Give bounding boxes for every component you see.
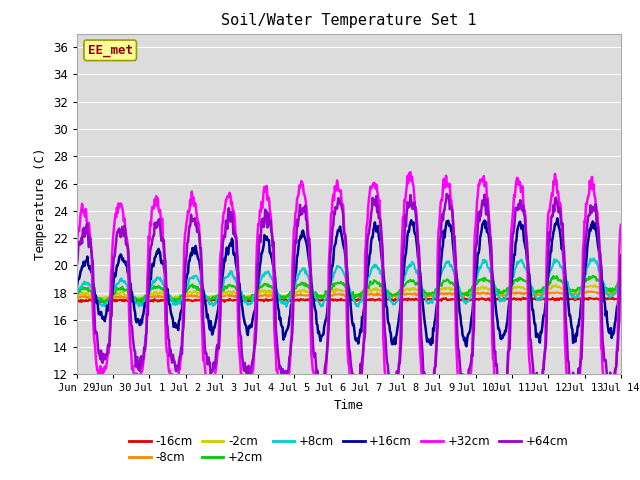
+8cm bbox=[617, 274, 625, 280]
-2cm bbox=[431, 288, 439, 294]
+2cm bbox=[416, 284, 424, 289]
+16cm bbox=[73, 285, 81, 291]
+2cm bbox=[140, 298, 147, 303]
+32cm bbox=[83, 218, 90, 224]
Legend: -16cm, -8cm, -2cm, +2cm, +8cm, +16cm, +32cm, +64cm: -16cm, -8cm, -2cm, +2cm, +8cm, +16cm, +3… bbox=[129, 435, 568, 464]
+64cm bbox=[139, 355, 147, 360]
-2cm bbox=[83, 291, 90, 297]
+8cm bbox=[223, 274, 230, 280]
+2cm bbox=[617, 280, 625, 286]
-16cm bbox=[83, 298, 90, 304]
-16cm bbox=[617, 296, 625, 301]
+64cm bbox=[194, 227, 202, 233]
-16cm bbox=[97, 300, 104, 305]
+64cm bbox=[431, 365, 438, 371]
+2cm bbox=[136, 301, 144, 307]
+32cm bbox=[406, 169, 414, 175]
Line: +8cm: +8cm bbox=[77, 258, 621, 307]
-16cm bbox=[416, 297, 424, 303]
+16cm bbox=[139, 313, 147, 319]
+8cm bbox=[139, 303, 147, 309]
Line: +2cm: +2cm bbox=[77, 276, 621, 304]
-8cm bbox=[140, 295, 147, 301]
-16cm bbox=[431, 297, 439, 302]
-2cm bbox=[140, 296, 147, 302]
-8cm bbox=[195, 294, 202, 300]
+16cm bbox=[554, 216, 561, 221]
Line: -16cm: -16cm bbox=[77, 298, 621, 302]
-8cm bbox=[416, 293, 424, 299]
-16cm bbox=[223, 298, 231, 303]
+16cm bbox=[194, 255, 202, 261]
+64cm bbox=[223, 220, 230, 226]
+32cm bbox=[223, 196, 230, 202]
-16cm bbox=[195, 298, 202, 303]
+64cm bbox=[443, 191, 451, 197]
+2cm bbox=[73, 292, 81, 298]
+32cm bbox=[422, 409, 430, 415]
+16cm bbox=[463, 344, 470, 349]
+8cm bbox=[73, 288, 81, 294]
+32cm bbox=[139, 365, 147, 371]
+16cm bbox=[431, 319, 438, 324]
-2cm bbox=[617, 284, 625, 290]
+16cm bbox=[415, 258, 422, 264]
Line: +32cm: +32cm bbox=[77, 172, 621, 412]
-2cm bbox=[195, 289, 202, 295]
+32cm bbox=[617, 222, 625, 228]
+16cm bbox=[83, 259, 90, 264]
Line: +64cm: +64cm bbox=[77, 194, 621, 396]
Line: -2cm: -2cm bbox=[77, 285, 621, 300]
+64cm bbox=[617, 252, 625, 258]
-2cm bbox=[416, 289, 424, 295]
+32cm bbox=[194, 219, 202, 225]
+16cm bbox=[223, 245, 230, 251]
+32cm bbox=[416, 337, 424, 343]
-8cm bbox=[431, 292, 439, 298]
-8cm bbox=[223, 292, 231, 298]
+2cm bbox=[195, 287, 202, 293]
-8cm bbox=[99, 297, 106, 303]
X-axis label: Time: Time bbox=[334, 399, 364, 412]
Y-axis label: Temperature (C): Temperature (C) bbox=[34, 148, 47, 260]
+8cm bbox=[83, 281, 90, 287]
+16cm bbox=[617, 272, 625, 278]
+64cm bbox=[463, 393, 471, 398]
-8cm bbox=[73, 294, 81, 300]
+64cm bbox=[415, 243, 422, 249]
-8cm bbox=[617, 290, 625, 296]
-16cm bbox=[140, 297, 147, 302]
+32cm bbox=[433, 345, 440, 351]
-16cm bbox=[73, 299, 81, 304]
Text: EE_met: EE_met bbox=[88, 44, 132, 57]
-8cm bbox=[83, 294, 90, 300]
-2cm bbox=[139, 297, 147, 302]
+2cm bbox=[589, 273, 596, 279]
+64cm bbox=[83, 221, 90, 227]
Title: Soil/Water Temperature Set 1: Soil/Water Temperature Set 1 bbox=[221, 13, 477, 28]
-16cm bbox=[609, 295, 617, 300]
+32cm bbox=[73, 244, 81, 250]
-8cm bbox=[584, 288, 591, 294]
Line: -8cm: -8cm bbox=[77, 291, 621, 300]
+8cm bbox=[282, 304, 290, 310]
+8cm bbox=[431, 292, 439, 298]
+8cm bbox=[194, 276, 202, 282]
-2cm bbox=[223, 290, 231, 296]
+8cm bbox=[416, 275, 424, 281]
+2cm bbox=[431, 287, 439, 292]
+64cm bbox=[73, 263, 81, 268]
Line: +16cm: +16cm bbox=[77, 218, 621, 347]
+2cm bbox=[83, 287, 90, 292]
-2cm bbox=[552, 282, 559, 288]
-2cm bbox=[73, 294, 81, 300]
+2cm bbox=[223, 284, 231, 290]
+8cm bbox=[589, 255, 597, 261]
